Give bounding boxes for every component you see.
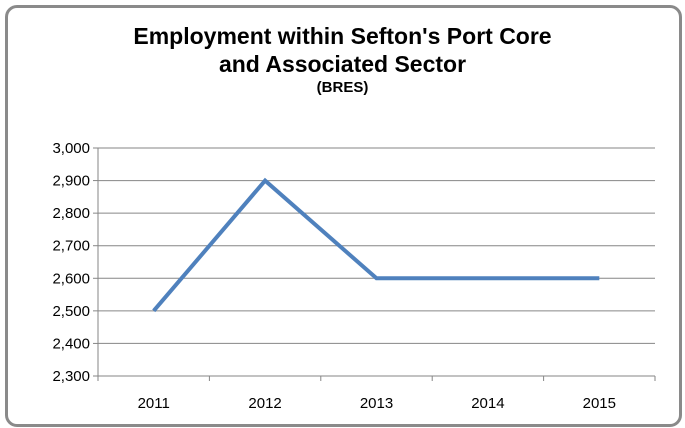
x-tick-label: 2014 — [471, 395, 504, 412]
chart-title-block: Employment within Sefton's Port Core and… — [0, 22, 685, 98]
y-tick-label: 2,400 — [52, 335, 90, 352]
chart-title: Employment within Sefton's Port Core — [133, 23, 552, 49]
y-tick-label: 2,300 — [52, 368, 90, 385]
x-tick-label: 2015 — [583, 395, 616, 412]
chart-subtitle: (BRES) — [316, 79, 369, 96]
chart-frame — [5, 5, 682, 427]
y-tick-label: 2,800 — [52, 205, 90, 222]
y-tick-label: 2,600 — [52, 270, 90, 287]
x-tick-label: 2013 — [360, 395, 393, 412]
x-tick-label: 2011 — [138, 395, 170, 412]
x-tick-label: 2012 — [248, 395, 281, 412]
y-tick-label: 2,900 — [52, 173, 90, 190]
chart-title-line-2: and Associated Sector — [218, 51, 467, 77]
y-tick-label: 3,000 — [52, 140, 90, 157]
y-tick-label: 2,700 — [52, 238, 90, 255]
y-tick-label: 2,500 — [52, 303, 90, 320]
